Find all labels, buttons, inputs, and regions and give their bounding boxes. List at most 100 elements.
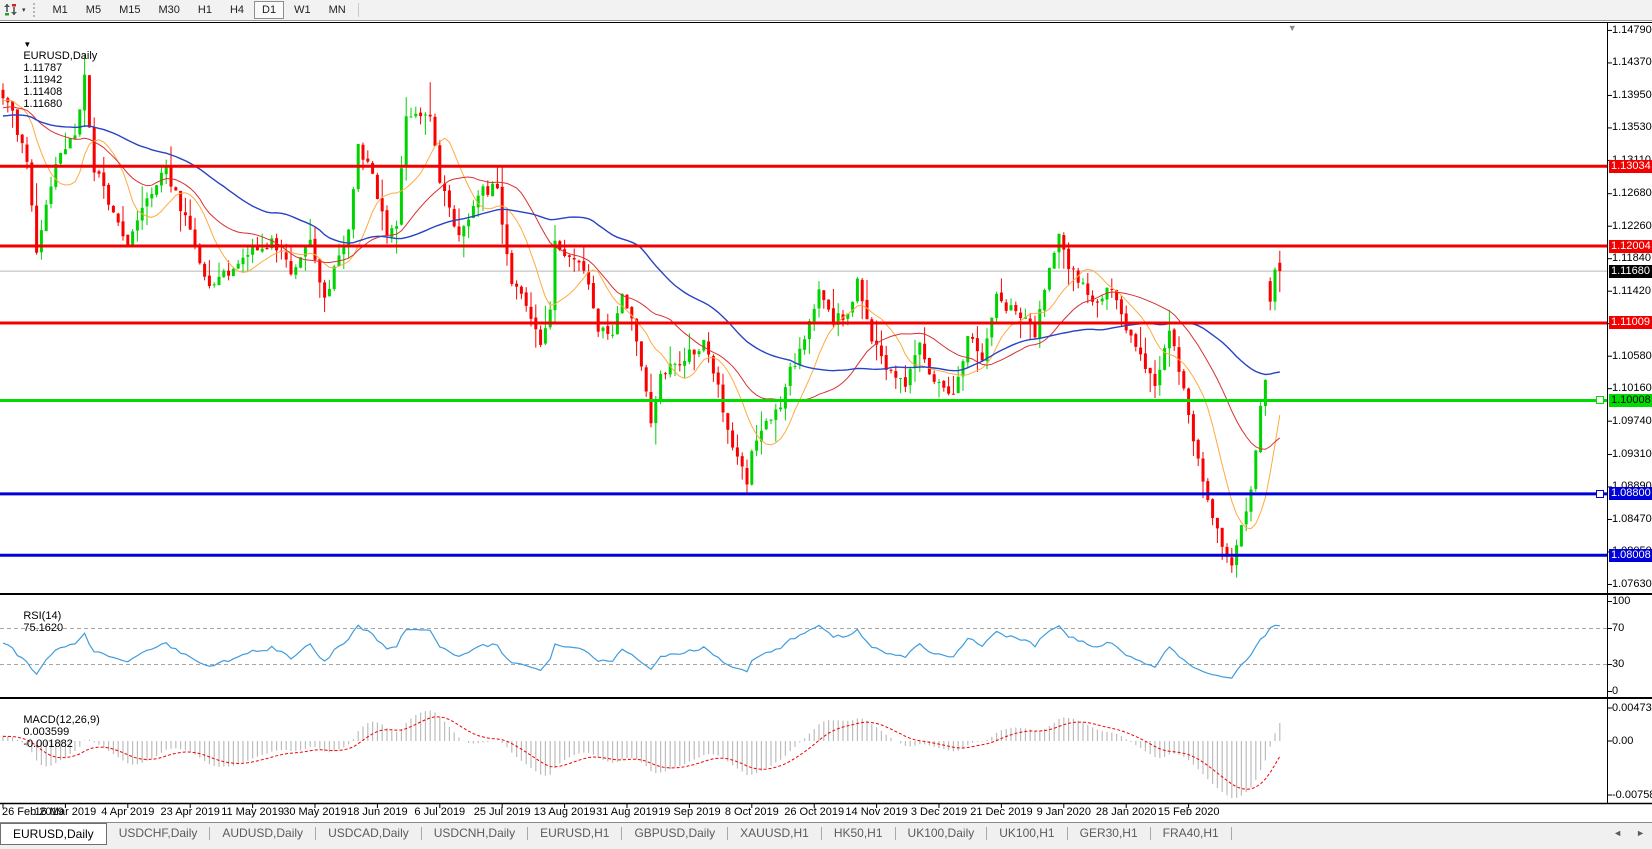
macd-label: MACD(12,26,9) 0.003599 -0.001882 [5, 702, 100, 762]
time-axis-label: 8 Oct 2019 [724, 806, 779, 818]
time-axis-label: 9 Jan 2020 [1036, 806, 1092, 818]
rsi-axis-tick: 100 [1612, 595, 1631, 607]
timeframe-m5[interactable]: M5 [85, 4, 102, 16]
price-axis-tick: 1.11840 [1612, 252, 1651, 265]
hline-handle[interactable] [1596, 489, 1604, 498]
time-axis-label: 30 May 2019 [283, 806, 347, 818]
tab-separator [1230, 827, 1232, 840]
ohlc-low: 1.11408 [23, 86, 63, 98]
tab-audusd-daily[interactable]: AUDUSD,Daily [222, 826, 304, 840]
tab-separator [1149, 827, 1151, 840]
price-axis-tick: 1.11420 [1612, 284, 1651, 297]
rsi-value: 75.1620 [23, 622, 64, 634]
hline-price-label[interactable]: 1.08800 [1609, 487, 1652, 501]
macd-name: MACD(12,26,9) [23, 714, 100, 726]
tab-ger30-h1[interactable]: GER30,H1 [1079, 826, 1138, 840]
rsi-axis-tick: 0 [1612, 685, 1619, 697]
time-axis-label: 18 Jun 2019 [347, 806, 408, 818]
timeframe-mn[interactable]: MN [328, 4, 346, 16]
hline-handle[interactable] [1596, 396, 1604, 405]
chart-shift-marker-icon[interactable]: ▼ [1287, 23, 1297, 33]
tab-xauusd-h1[interactable]: XAUUSD,H1 [740, 826, 809, 840]
toolbar-grip[interactable] [32, 3, 40, 17]
toolbar: ▾ M1 M5 M15 M30 H1 H4 D1 W1 MN [0, 0, 1652, 21]
tab-separator [986, 827, 988, 840]
chart-tools-button[interactable]: ▾ [0, 1, 29, 19]
tab-usdcad-daily[interactable]: USDCAD,Daily [328, 826, 409, 840]
time-axis-label: 14 Nov 2019 [845, 806, 908, 818]
time-axis-label: 25 Jul 2019 [473, 806, 531, 818]
time-axis-label: 13 Aug 2019 [533, 806, 596, 818]
timeframe-w1[interactable]: W1 [294, 4, 311, 16]
price-axis-tick: 1.12260 [1612, 219, 1652, 232]
tab-separator [621, 827, 623, 840]
tab-eurusd-daily[interactable]: EURUSD,Daily [0, 823, 107, 845]
chart-area: ▼ EURUSD,Daily 1.11787 1.11942 1.11408 1… [0, 20, 1652, 822]
ma-25-line [2, 106, 1281, 450]
tab-eurusd-h1[interactable]: EURUSD,H1 [540, 826, 610, 840]
timeframe-m30[interactable]: M30 [158, 4, 180, 16]
timeframe-buttons: M1 M5 M15 M30 H1 H4 D1 W1 MN [44, 1, 355, 19]
macd-histogram [2, 710, 1281, 798]
timeframe-h4[interactable]: H4 [229, 4, 245, 16]
tab-uk100-h1[interactable]: UK100,H1 [999, 826, 1055, 840]
tab-gbpusd-daily[interactable]: GBPUSD,Daily [634, 826, 716, 840]
time-axis-label: 26 Oct 2019 [784, 806, 845, 818]
chart-canvas[interactable] [0, 20, 1652, 822]
tab-separator [315, 827, 317, 840]
price-axis-tick: 1.08470 [1612, 512, 1652, 525]
tab-separator [1066, 827, 1068, 840]
macd-axis-tick: 0.004738 [1612, 701, 1652, 714]
time-axis-label: 31 Aug 2019 [596, 806, 658, 818]
timeframe-m15[interactable]: M15 [119, 4, 141, 16]
price-axis-tick: 1.13950 [1612, 88, 1652, 101]
tab-usdcnh-daily[interactable]: USDCNH,Daily [433, 826, 516, 840]
rsi-name: RSI(14) [23, 610, 62, 622]
tab-scroll-left-icon[interactable]: ◄ [1613, 828, 1623, 838]
tabs: EURUSD,Daily USDCHF,Daily AUDUSD,Daily USDC… [0, 823, 1232, 845]
price-axis-tick: 1.14790 [1612, 23, 1652, 36]
time-axis-label: 6 Jul 2019 [414, 806, 466, 818]
price-axis-tick: 1.07630 [1612, 577, 1652, 590]
ohlc-high: 1.11942 [23, 74, 63, 86]
time-axis-label: 28 Jan 2020 [1095, 806, 1157, 818]
time-axis-label: 16 Mar 2019 [34, 806, 97, 818]
macd-axis-tick: 0.00 [1612, 734, 1634, 747]
macd-main-value: 0.003599 [23, 726, 70, 738]
price-axis-tick: 1.10580 [1612, 349, 1652, 362]
tab-separator [820, 827, 822, 840]
hline-price-label[interactable]: 1.10008 [1609, 393, 1652, 407]
tab-separator [527, 827, 529, 840]
time-axis-label: 26 Feb 2019 [2, 806, 64, 818]
toolbar-separator [357, 3, 359, 17]
hline-price-label[interactable]: 1.12004 [1609, 239, 1652, 253]
ohlc-close: 1.11680 [23, 98, 63, 110]
tab-fra40-h1[interactable]: FRA40,H1 [1162, 826, 1219, 840]
hline-price-label[interactable]: 1.13034 [1609, 159, 1652, 173]
tab-scroll-right-icon[interactable]: ► [1636, 828, 1645, 838]
tab-separator [894, 827, 896, 840]
timeframe-d1[interactable]: D1 [254, 1, 285, 19]
timeframe-h1[interactable]: H1 [197, 4, 212, 16]
tab-scroll-arrows: ◄ ► [1606, 823, 1652, 843]
tab-usdchf-daily[interactable]: USDCHF,Daily [118, 826, 198, 840]
timeframe-m1[interactable]: M1 [52, 4, 68, 16]
hline-price-label[interactable]: 1.11009 [1609, 316, 1652, 330]
chart-tab-bar: EURUSD,Daily USDCHF,Daily AUDUSD,Daily USDC… [0, 822, 1652, 849]
ma-50-line [2, 114, 1280, 376]
time-axis-label: 19 Sep 2019 [658, 806, 721, 818]
price-axis-tick: 1.13530 [1612, 121, 1652, 134]
time-axis-label: 3 Dec 2019 [910, 806, 968, 818]
price-axis-tick: 1.12680 [1612, 187, 1652, 200]
macd-signal-value: -0.001882 [23, 738, 73, 750]
tab-hk50-h1[interactable]: HK50,H1 [833, 826, 883, 840]
rsi-line [2, 624, 1280, 679]
ohlc-open: 1.11787 [23, 62, 63, 74]
tab-uk100-daily[interactable]: UK100,Daily [907, 826, 975, 840]
current-price-label: 1.11680 [1609, 264, 1652, 278]
chart-title: ▼ EURUSD,Daily 1.11787 1.11942 1.11408 1… [5, 26, 100, 122]
hline-price-label[interactable]: 1.08008 [1609, 548, 1652, 562]
window-menu-icon[interactable]: ▼ [23, 40, 32, 49]
rsi-axis-tick: 70 [1612, 622, 1625, 634]
